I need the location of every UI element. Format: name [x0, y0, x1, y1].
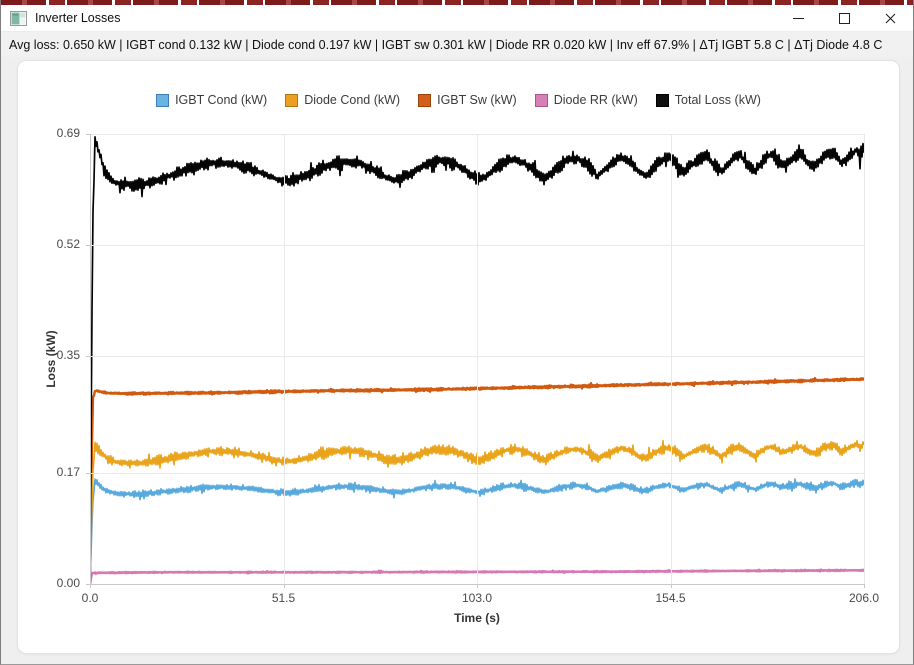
legend-item-igbt-cond[interactable]: IGBT Cond (kW)	[156, 93, 267, 107]
x-tickmark	[670, 584, 672, 588]
gridline-v	[283, 134, 285, 584]
x-tick-label: 103.0	[461, 591, 493, 605]
gridline-v	[864, 134, 865, 584]
x-tickmark	[477, 584, 478, 588]
gridline-v	[477, 134, 478, 584]
legend-label: IGBT Cond (kW)	[175, 93, 268, 107]
main-area: IGBT Cond (kW) Diode Cond (kW) IGBT Sw (…	[1, 57, 913, 664]
window-controls	[775, 5, 913, 31]
x-tickmark	[283, 584, 285, 588]
y-tickmark	[86, 244, 90, 246]
legend-swatch	[156, 93, 170, 107]
y-tick-label: 0.69	[56, 126, 80, 140]
legend-label: Diode RR (kW)	[553, 93, 638, 107]
legend-item-total-loss[interactable]: Total Loss (kW)	[655, 93, 761, 107]
y-tickmark	[86, 473, 90, 475]
y-tickmark	[86, 584, 90, 585]
minimize-button[interactable]	[775, 5, 821, 31]
y-tick-label: 0.52	[56, 236, 80, 251]
legend-item-diode-rr[interactable]: Diode RR (kW)	[534, 93, 638, 107]
gridline-v	[670, 134, 672, 584]
y-axis-line	[90, 134, 91, 584]
background-window-strip	[1, 0, 913, 5]
x-tick-label: 0.0	[81, 591, 99, 605]
y-tick-label: 0.17	[56, 465, 80, 480]
close-icon	[885, 13, 895, 23]
legend-swatch	[534, 93, 548, 107]
maximize-button[interactable]	[821, 5, 867, 31]
chart-card: IGBT Cond (kW) Diode Cond (kW) IGBT Sw (…	[17, 60, 900, 654]
x-tickmark	[90, 584, 91, 588]
legend-swatch	[418, 93, 432, 107]
maximize-icon	[838, 12, 850, 24]
legend-label: IGBT Sw (kW)	[437, 93, 517, 107]
x-axis-line	[90, 584, 865, 585]
close-button[interactable]	[867, 5, 913, 31]
legend-label: Diode Cond (kW)	[304, 93, 401, 107]
x-axis-title: Time (s)	[454, 611, 500, 625]
x-tick-label: 154.5	[655, 591, 686, 605]
chart-legend: IGBT Cond (kW) Diode Cond (kW) IGBT Sw (…	[18, 93, 899, 107]
y-tickmark	[86, 134, 90, 135]
window-title: Inverter Losses	[35, 11, 121, 25]
title-bar[interactable]: Inverter Losses	[1, 5, 913, 31]
y-tick-label: 0.35	[56, 347, 80, 362]
legend-item-diode-cond[interactable]: Diode Cond (kW)	[285, 93, 400, 107]
x-tick-label: 51.5	[271, 591, 296, 605]
app-icon	[10, 10, 27, 26]
legend-item-igbt-sw[interactable]: IGBT Sw (kW)	[418, 93, 517, 107]
legend-swatch	[655, 93, 669, 107]
status-text: Avg loss: 0.650 kW | IGBT cond 0.132 kW …	[9, 37, 883, 52]
x-tickmark	[864, 584, 865, 588]
legend-swatch	[285, 93, 299, 107]
y-tickmark	[86, 355, 90, 357]
status-bar: Avg loss: 0.650 kW | IGBT cond 0.132 kW …	[1, 31, 913, 57]
minimize-icon	[792, 17, 804, 19]
legend-label: Total Loss (kW)	[674, 93, 761, 107]
x-tick-label: 206.0	[848, 591, 880, 605]
y-tick-label: 0.00	[56, 576, 80, 590]
